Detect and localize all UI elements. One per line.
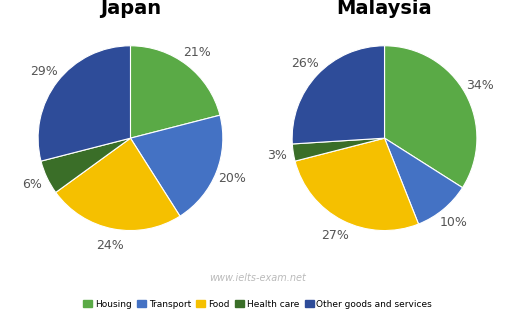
Text: 6%: 6% xyxy=(22,178,42,191)
Wedge shape xyxy=(385,138,462,224)
Wedge shape xyxy=(41,138,130,192)
Text: 29%: 29% xyxy=(30,65,58,78)
Text: 34%: 34% xyxy=(466,79,494,92)
Text: 10%: 10% xyxy=(440,216,468,229)
Text: 26%: 26% xyxy=(291,57,319,70)
Title: Malaysia: Malaysia xyxy=(337,0,432,18)
Wedge shape xyxy=(56,138,180,230)
Text: 20%: 20% xyxy=(218,172,246,185)
Wedge shape xyxy=(292,46,385,144)
Title: Japan: Japan xyxy=(100,0,161,18)
Legend: Housing, Transport, Food, Health care, Other goods and services: Housing, Transport, Food, Health care, O… xyxy=(79,296,436,313)
Wedge shape xyxy=(293,138,385,161)
Text: www.ielts-exam.net: www.ielts-exam.net xyxy=(209,273,306,283)
Text: 27%: 27% xyxy=(321,229,349,242)
Wedge shape xyxy=(385,46,477,188)
Wedge shape xyxy=(130,46,220,138)
Text: 24%: 24% xyxy=(96,239,124,252)
Wedge shape xyxy=(130,115,223,216)
Text: 3%: 3% xyxy=(267,149,287,162)
Text: 21%: 21% xyxy=(183,46,211,58)
Wedge shape xyxy=(38,46,130,161)
Wedge shape xyxy=(295,138,419,230)
